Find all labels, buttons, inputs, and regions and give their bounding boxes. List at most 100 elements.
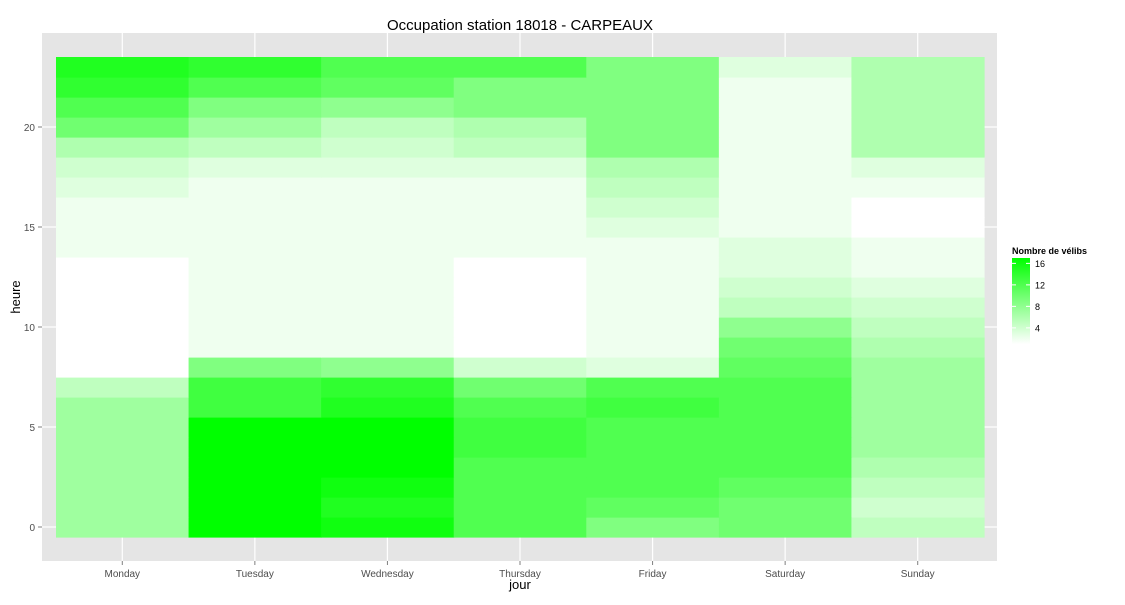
heatmap-tile bbox=[56, 117, 190, 138]
heatmap-tile bbox=[56, 437, 190, 458]
heatmap-tile bbox=[56, 257, 190, 278]
legend-ticks: 4 8 12 16 bbox=[1012, 259, 1045, 333]
heatmap-tile bbox=[188, 517, 322, 538]
heatmap-tile bbox=[56, 317, 190, 338]
heatmap-tile bbox=[321, 477, 455, 498]
heatmap-tile bbox=[718, 477, 853, 498]
legend-tick-label: 12 bbox=[1035, 280, 1045, 290]
x-axis: Monday Tuesday Wednesday Thursday Friday Satu… bbox=[104, 561, 935, 580]
heatmap-tile bbox=[718, 157, 853, 178]
heatmap-tile bbox=[188, 77, 322, 98]
heatmap-tile bbox=[188, 477, 322, 498]
heatmap-tile bbox=[321, 197, 455, 218]
heatmap-tile bbox=[453, 197, 587, 218]
heatmap-tile bbox=[188, 277, 322, 298]
heatmap-tile bbox=[188, 297, 322, 318]
heatmap-tile bbox=[56, 497, 190, 518]
heatmap-tile bbox=[56, 237, 190, 258]
heatmap-tile bbox=[453, 117, 587, 138]
heatmap-tile bbox=[851, 77, 985, 98]
heatmap-tile bbox=[56, 357, 190, 378]
heatmap-tile bbox=[453, 57, 587, 78]
legend-tick-label: 4 bbox=[1035, 323, 1040, 333]
heatmap-tile bbox=[851, 517, 985, 538]
heatmap-tile bbox=[453, 317, 587, 338]
heatmap-tile bbox=[718, 97, 853, 118]
y-tick-label: 5 bbox=[29, 423, 35, 434]
legend-title: Nombre de vélibs bbox=[1012, 246, 1087, 256]
heatmap-tile bbox=[586, 317, 720, 338]
legend-tick-label: 16 bbox=[1035, 259, 1045, 269]
heatmap-tile bbox=[453, 417, 587, 438]
heatmap-tile bbox=[321, 217, 455, 238]
heatmap-tile bbox=[718, 417, 853, 438]
x-axis-title: jour bbox=[508, 577, 531, 592]
heatmap-tile bbox=[586, 57, 720, 78]
heatmap-tile bbox=[453, 137, 587, 158]
legend-colorbar bbox=[1012, 258, 1030, 344]
heatmap-tile bbox=[718, 277, 853, 298]
heatmap-tile bbox=[851, 177, 985, 198]
heatmap-tile bbox=[453, 437, 587, 458]
heatmap-tile bbox=[586, 297, 720, 318]
x-tick-label: Sunday bbox=[901, 569, 935, 580]
heatmap-tile bbox=[188, 337, 322, 358]
heatmap-tile bbox=[851, 137, 985, 158]
heatmap-tile bbox=[718, 517, 853, 538]
heatmap-tile bbox=[718, 197, 853, 218]
heatmap-tile bbox=[188, 97, 322, 118]
x-tick-label: Tuesday bbox=[236, 569, 274, 580]
heatmap-tile bbox=[321, 357, 455, 378]
heatmap-tiles bbox=[56, 57, 985, 538]
heatmap-tile bbox=[188, 317, 322, 338]
heatmap-tile bbox=[453, 97, 587, 118]
heatmap-tile bbox=[321, 57, 455, 78]
heatmap-tile bbox=[586, 257, 720, 278]
heatmap-tile bbox=[453, 477, 587, 498]
heatmap-tile bbox=[453, 277, 587, 298]
heatmap-tile bbox=[188, 497, 322, 518]
heatmap-tile bbox=[851, 377, 985, 398]
heatmap-tile bbox=[586, 137, 720, 158]
heatmap-tile bbox=[56, 377, 190, 398]
heatmap-tile bbox=[453, 217, 587, 238]
heatmap-tile bbox=[321, 97, 455, 118]
heatmap-tile bbox=[321, 397, 455, 418]
heatmap-tile bbox=[188, 397, 322, 418]
heatmap-tile bbox=[321, 177, 455, 198]
y-tick-label: 10 bbox=[24, 323, 36, 334]
heatmap-tile bbox=[321, 237, 455, 258]
heatmap-tile bbox=[851, 357, 985, 378]
heatmap-tile bbox=[56, 397, 190, 418]
heatmap-tile bbox=[321, 297, 455, 318]
heatmap-tile bbox=[321, 417, 455, 438]
heatmap-tile bbox=[851, 217, 985, 238]
heatmap-tile bbox=[718, 297, 853, 318]
heatmap-tile bbox=[851, 457, 985, 478]
x-tick-label: Wednesday bbox=[361, 569, 414, 580]
heatmap-tile bbox=[188, 137, 322, 158]
heatmap-tile bbox=[851, 417, 985, 438]
heatmap-tile bbox=[718, 397, 853, 418]
heatmap-tile bbox=[586, 417, 720, 438]
heatmap-tile bbox=[56, 337, 190, 358]
heatmap-tile bbox=[188, 197, 322, 218]
heatmap-tile bbox=[188, 377, 322, 398]
heatmap-tile bbox=[56, 177, 190, 198]
heatmap-tile bbox=[851, 277, 985, 298]
heatmap-tile bbox=[851, 337, 985, 358]
heatmap-tile bbox=[321, 157, 455, 178]
heatmap-tile bbox=[453, 177, 587, 198]
heatmap-tile bbox=[718, 437, 853, 458]
heatmap-tile bbox=[586, 157, 720, 178]
heatmap-tile bbox=[851, 477, 985, 498]
heatmap-tile bbox=[851, 397, 985, 418]
heatmap-tile bbox=[851, 437, 985, 458]
heatmap-tile bbox=[188, 157, 322, 178]
heatmap-tile bbox=[321, 517, 455, 538]
heatmap-tile bbox=[453, 357, 587, 378]
heatmap-tile bbox=[718, 57, 853, 78]
heatmap-tile bbox=[718, 217, 853, 238]
heatmap-tile bbox=[586, 97, 720, 118]
